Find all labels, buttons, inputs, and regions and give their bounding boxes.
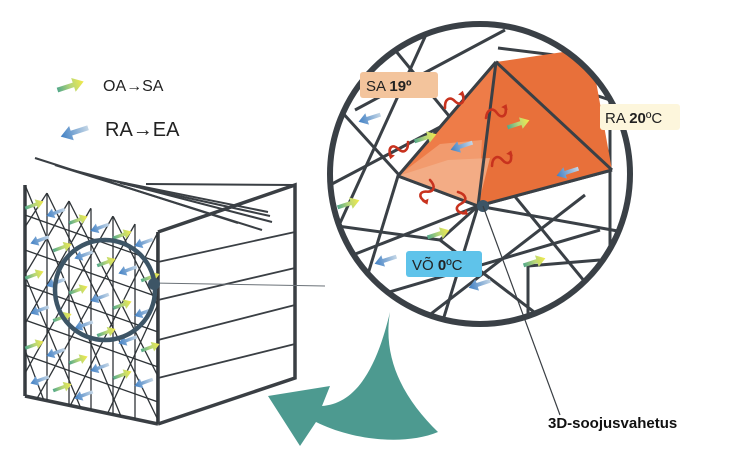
zoom-circle [327,21,633,327]
hex-element [396,48,614,212]
callout-label: 3D-soojusvahetus [548,415,677,432]
callout-leader [482,205,561,416]
face-arrow-16 [111,296,134,313]
zoom-circle-rim [327,21,633,327]
ra-prefix: RA [605,110,629,127]
ra-value: 20 [629,110,646,127]
face-arrow-2 [67,211,90,228]
label-ra: RA 20ºC [600,104,680,130]
face-arrow-26 [67,351,90,368]
top-slats [34,157,296,231]
sa-value: 19º [389,78,412,95]
magnifier-handle-dot [148,278,160,290]
svg-text:RA 20ºC: RA 20ºC [605,110,662,127]
vo-value: 0 [438,257,446,274]
pointer-line [151,282,326,287]
svg-text:VÕ 0ºC: VÕ 0ºC [412,257,463,274]
sa-prefix: SA [366,78,389,95]
vo-prefix: VÕ [412,257,438,274]
face-arrow-15 [88,289,111,306]
front-face-arrows [23,196,162,404]
heat-exchanger-block [23,157,326,426]
legend: OA→SA RA→EA [55,74,180,144]
vo-unit: ºC [446,257,462,274]
supply-arrow-icon [55,74,86,97]
face-arrow-1 [44,204,67,221]
ra-unit: ºC [646,110,662,127]
exhaust-arrow-icon [58,120,91,144]
legend-label-oa-sa: OA→SA [103,78,164,95]
label-sa: SA 19º [360,72,438,98]
magnifier-ring [52,237,158,343]
svg-text:SA 19º: SA 19º [366,78,412,95]
label-vo: VÕ 0ºC [406,251,482,277]
side-face-slats [157,231,296,379]
curved-teal-arrow-icon [268,312,438,446]
face-arrow-29 [132,374,155,391]
legend-label-ra-ea: RA→EA [105,119,180,141]
face-arrow-3 [88,219,111,236]
